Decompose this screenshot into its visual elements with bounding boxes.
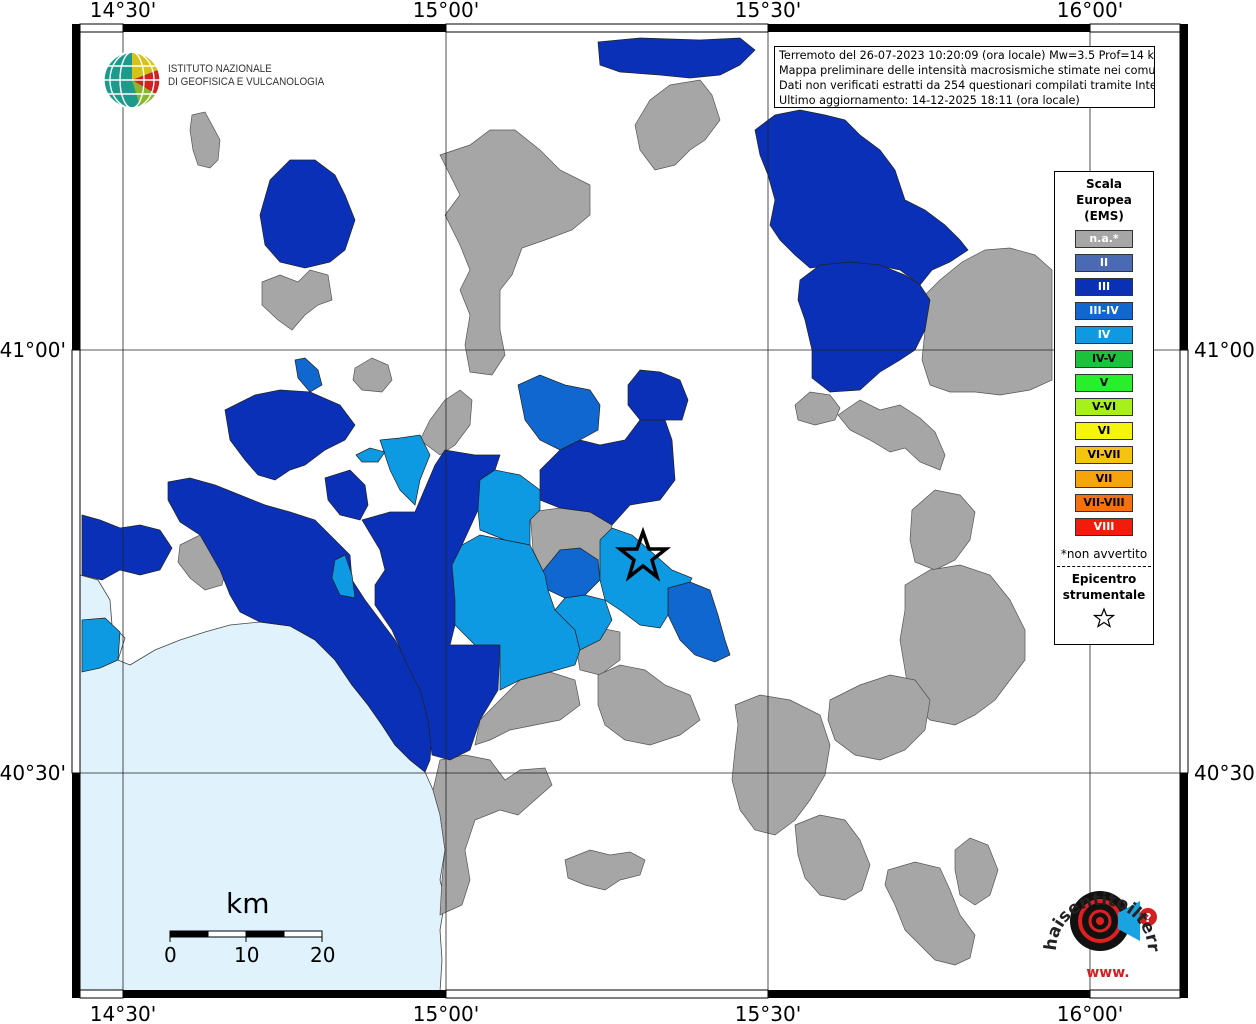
scale-label-0: 0: [164, 943, 177, 967]
lon-label-bottom: 15°30': [735, 1002, 801, 1024]
region-iv: [477, 469, 541, 546]
legend-item: n.a.*: [1075, 230, 1133, 248]
legend-title-line3: (EMS): [1084, 209, 1124, 223]
hsit-www: www.: [1086, 965, 1129, 981]
lon-label-top: 15°30': [735, 0, 801, 22]
ingv-name: ISTITUTO NAZIONALE DI GEOFISICA E VULCAN…: [168, 63, 324, 89]
region-iii: [597, 37, 756, 79]
legend: Scala Europea (EMS) n.a.* II III III-IV IV IV…: [1054, 171, 1154, 645]
region-iii: [224, 389, 356, 481]
scale-label-20: 20: [310, 943, 336, 967]
svg-text:?: ?: [1145, 911, 1152, 925]
ingv-logo: [103, 51, 161, 109]
region-iii: [324, 469, 369, 521]
lon-label-top: 16°00': [1057, 0, 1123, 22]
legend-item: IV: [1075, 326, 1133, 344]
legend-epicenter-line1: Epicentro: [1071, 572, 1137, 586]
lat-label-right: 40°30': [1194, 761, 1256, 785]
epicenter-star-icon: [614, 526, 672, 582]
legend-item: III-IV: [1075, 302, 1133, 320]
region-iii: [167, 477, 433, 773]
legend-item: VI-VII: [1075, 446, 1133, 464]
lat-label-left: 40°30': [0, 761, 66, 785]
legend-separator: [1057, 566, 1151, 567]
legend-star-icon: [1055, 607, 1153, 633]
region-na: [432, 754, 553, 916]
info-line3: Dati non verificati estratti da 254 ques…: [779, 79, 1155, 92]
legend-epicenter: Epicentro strumentale: [1055, 571, 1153, 603]
region-na: [884, 861, 976, 966]
region-iv: [331, 554, 356, 599]
lat-label-left: 41°00': [0, 338, 66, 362]
legend-item: VII-VIII: [1075, 494, 1133, 512]
region-na: [189, 111, 221, 169]
legend-item: II: [1075, 254, 1133, 272]
region-na: [954, 837, 999, 906]
region-na: [597, 664, 701, 746]
ingv-line1: ISTITUTO NAZIONALE: [168, 63, 272, 75]
region-na: [794, 391, 841, 426]
lon-label-top: 14°30': [90, 0, 156, 22]
info-line2: Mappa preliminare delle intensità macros…: [779, 64, 1155, 77]
region-iii: [539, 419, 676, 526]
lon-label-bottom: 15°00': [413, 1002, 479, 1024]
legend-item: VII: [1075, 470, 1133, 488]
lon-label-top: 15°00': [413, 0, 479, 22]
lon-label-bottom: 16°00': [1057, 1002, 1123, 1024]
legend-item: VIII: [1075, 518, 1133, 536]
legend-item: III: [1075, 278, 1133, 296]
region-na: [837, 399, 946, 471]
legend-items: n.a.* II III III-IV IV IV-V V V-VI VI VI-VII VII VI…: [1055, 230, 1153, 536]
legend-epicenter-line2: strumentale: [1062, 588, 1146, 602]
region-iii: [754, 109, 969, 286]
lat-label-right: 41°00': [1194, 338, 1256, 362]
legend-item: VI: [1075, 422, 1133, 440]
region-iii: [627, 369, 689, 421]
region-iv: [81, 617, 121, 673]
legend-item: V: [1075, 374, 1133, 392]
region-iv: [554, 594, 613, 651]
legend-note: *non avvertito: [1060, 547, 1148, 561]
legend-title-line1: Scala: [1085, 177, 1123, 191]
region-na: [919, 247, 1053, 396]
ingv-line2: DI GEOFISICA E VULCANOLOGIA: [168, 76, 325, 88]
legend-item: IV-V: [1075, 350, 1133, 368]
region-na: [909, 489, 976, 571]
scale-title: km: [226, 887, 270, 920]
region-na: [794, 814, 871, 901]
lon-label-bottom: 14°30': [90, 1002, 156, 1024]
scale-bar: [169, 930, 323, 942]
region-iii-iv: [667, 581, 731, 663]
legend-title-line2: Europea: [1076, 193, 1132, 207]
info-line1: Terremoto del 26-07-2023 10:20:09 (ora l…: [779, 49, 1155, 62]
region-na: [634, 79, 721, 171]
region-iv: [355, 447, 386, 463]
region-na: [731, 694, 831, 836]
region-na: [261, 269, 333, 331]
region-iii-iv: [517, 374, 601, 451]
info-box: Terremoto del 26-07-2023 10:20:09 (ora l…: [774, 46, 1155, 108]
region-iv: [379, 434, 431, 506]
region-iii: [81, 514, 173, 581]
region-iii: [259, 159, 356, 269]
region-na: [899, 564, 1026, 726]
legend-item: V-VI: [1075, 398, 1133, 416]
region-na: [352, 357, 393, 393]
region-iii: [797, 261, 931, 393]
hsit-logo: ? haisentitoilterremoto.it www.: [1030, 855, 1163, 981]
info-line4: Ultimo aggiornamento: 14-12-2025 18:11 (…: [779, 94, 1080, 107]
legend-title: Scala Europea (EMS): [1055, 176, 1153, 224]
region-na: [564, 849, 646, 891]
scale-label-10: 10: [234, 943, 260, 967]
region-iii-iv: [294, 357, 323, 393]
region-na: [439, 129, 591, 376]
region-na: [827, 674, 931, 761]
